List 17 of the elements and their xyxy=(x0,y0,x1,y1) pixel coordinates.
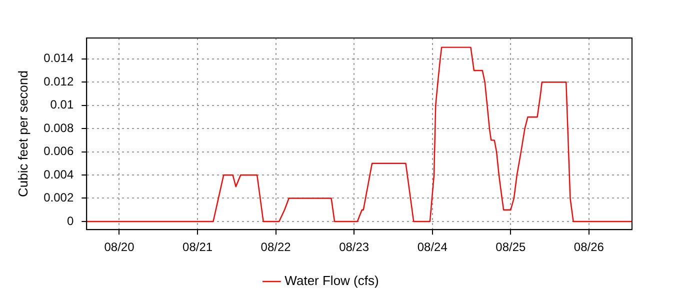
y-tick-label: 0.002 xyxy=(44,190,74,205)
y-tick-label: 0.014 xyxy=(44,51,74,66)
x-tick-label: 08/21 xyxy=(182,240,213,254)
x-tick-label: 08/25 xyxy=(496,240,526,254)
x-tick-label: 08/26 xyxy=(574,240,604,254)
y-tick-label: 0.01 xyxy=(50,98,74,112)
legend-label: Water Flow (cfs) xyxy=(284,273,379,288)
y-tick-label: 0.006 xyxy=(44,144,74,158)
x-tick-label: 08/20 xyxy=(104,240,135,254)
y-tick-label: 0.008 xyxy=(44,120,74,135)
y-axis-title: Cubic feet per second xyxy=(15,70,30,198)
y-tick-label: 0.012 xyxy=(44,74,74,88)
y-tick-label: 0 xyxy=(66,214,74,228)
y-tick-label: 0.004 xyxy=(44,167,74,182)
x-tick-label: 08/23 xyxy=(339,240,370,254)
x-tick-label: 08/22 xyxy=(260,240,292,254)
x-tick-label: 08/24 xyxy=(417,240,448,254)
